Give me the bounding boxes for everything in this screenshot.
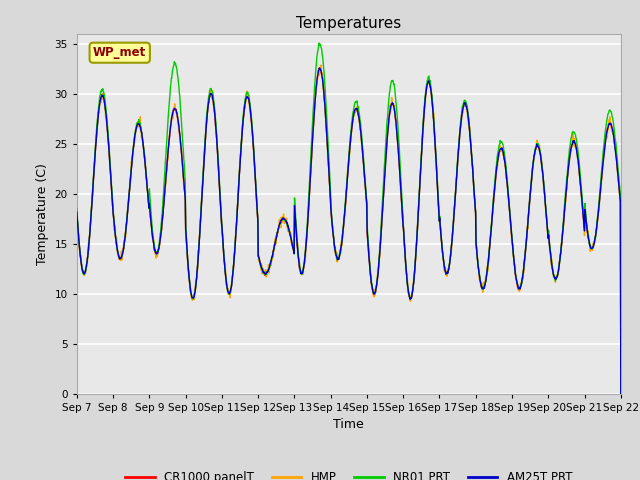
X-axis label: Time: Time bbox=[333, 418, 364, 431]
Y-axis label: Temperature (C): Temperature (C) bbox=[36, 163, 49, 264]
Title: Temperatures: Temperatures bbox=[296, 16, 401, 31]
Text: WP_met: WP_met bbox=[93, 46, 147, 59]
Legend: CR1000 panelT, HMP, NR01 PRT, AM25T PRT: CR1000 panelT, HMP, NR01 PRT, AM25T PRT bbox=[120, 466, 577, 480]
